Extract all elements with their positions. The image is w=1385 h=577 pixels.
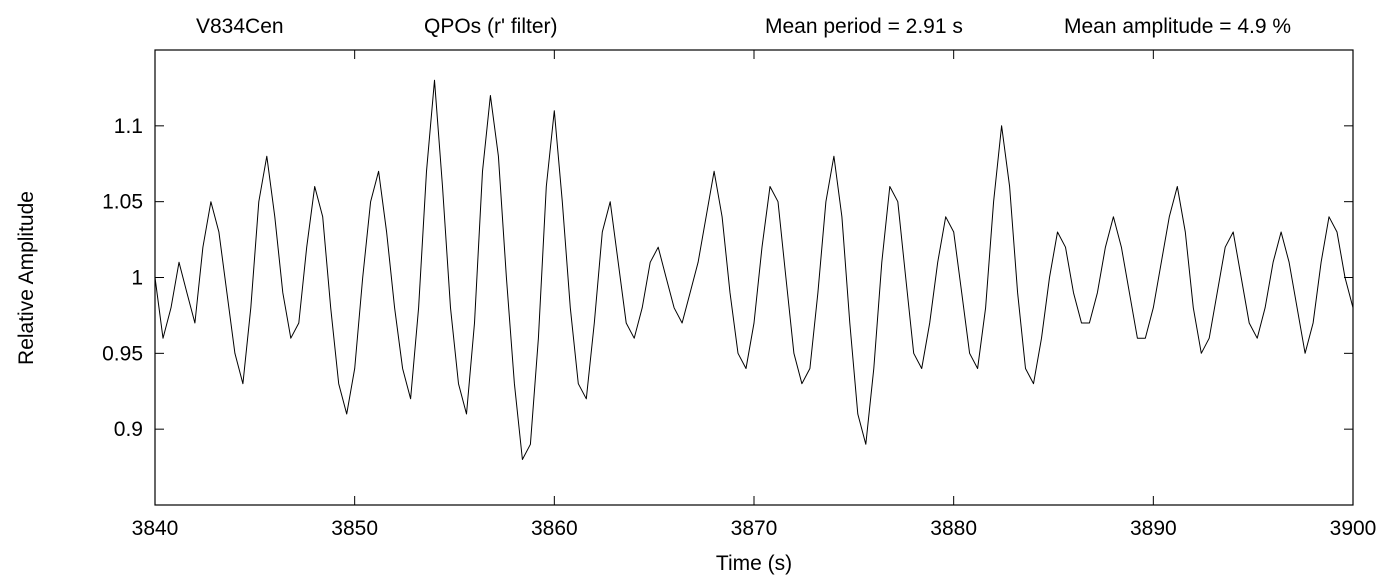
axis-ticks bbox=[154, 50, 1354, 505]
filter-subtitle-label: QPOs (r' filter) bbox=[424, 15, 558, 38]
x-tick-label: 3890 bbox=[1130, 517, 1177, 540]
y-tick-label: 1.05 bbox=[102, 191, 143, 214]
y-tick-labels: 0.9 0.95 1 1.05 1.1 bbox=[102, 115, 143, 441]
plot-frame bbox=[154, 49, 1354, 506]
x-tick-label: 3850 bbox=[331, 517, 378, 540]
y-tick-label: 1 bbox=[131, 267, 143, 290]
x-axis-label: Time (s) bbox=[716, 552, 792, 575]
object-name-label: V834Cen bbox=[196, 15, 284, 38]
y-tick-label: 0.95 bbox=[102, 342, 143, 365]
x-tick-labels: 3840 3850 3860 3870 3880 3890 3900 bbox=[132, 517, 1377, 540]
mean-amplitude-label: Mean amplitude = 4.9 % bbox=[1064, 15, 1291, 38]
mean-period-label: Mean period = 2.91 s bbox=[765, 15, 963, 38]
y-tick-label: 0.9 bbox=[114, 418, 143, 441]
x-tick-label: 3880 bbox=[930, 517, 977, 540]
x-tick-label: 3860 bbox=[531, 517, 578, 540]
y-tick-label: 1.1 bbox=[114, 115, 143, 138]
x-tick-label: 3870 bbox=[731, 517, 778, 540]
x-tick-label: 3840 bbox=[132, 517, 179, 540]
y-axis-label: Relative Amplitude bbox=[15, 191, 38, 365]
x-tick-label: 3900 bbox=[1330, 517, 1377, 540]
series-line bbox=[154, 79, 1354, 460]
